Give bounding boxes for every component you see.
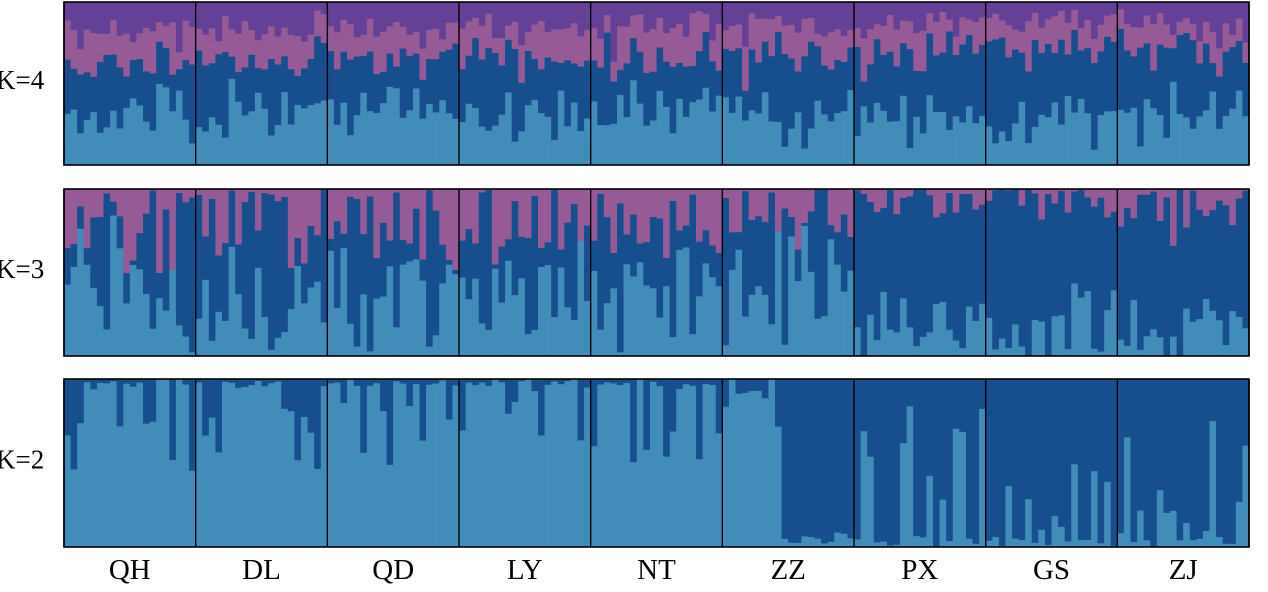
svg-text:LY: LY: [507, 554, 543, 586]
svg-text:ZJ: ZJ: [1169, 554, 1198, 586]
svg-text:QH: QH: [109, 554, 151, 586]
svg-text:NT: NT: [637, 554, 676, 586]
svg-text:K=2: K=2: [0, 445, 44, 475]
svg-text:K=4: K=4: [0, 65, 45, 95]
svg-text:K=3: K=3: [0, 254, 44, 284]
svg-text:DL: DL: [242, 554, 281, 586]
svg-text:QD: QD: [372, 554, 414, 586]
svg-text:GS: GS: [1033, 554, 1070, 586]
svg-text:PX: PX: [901, 554, 938, 586]
svg-text:ZZ: ZZ: [770, 554, 805, 586]
